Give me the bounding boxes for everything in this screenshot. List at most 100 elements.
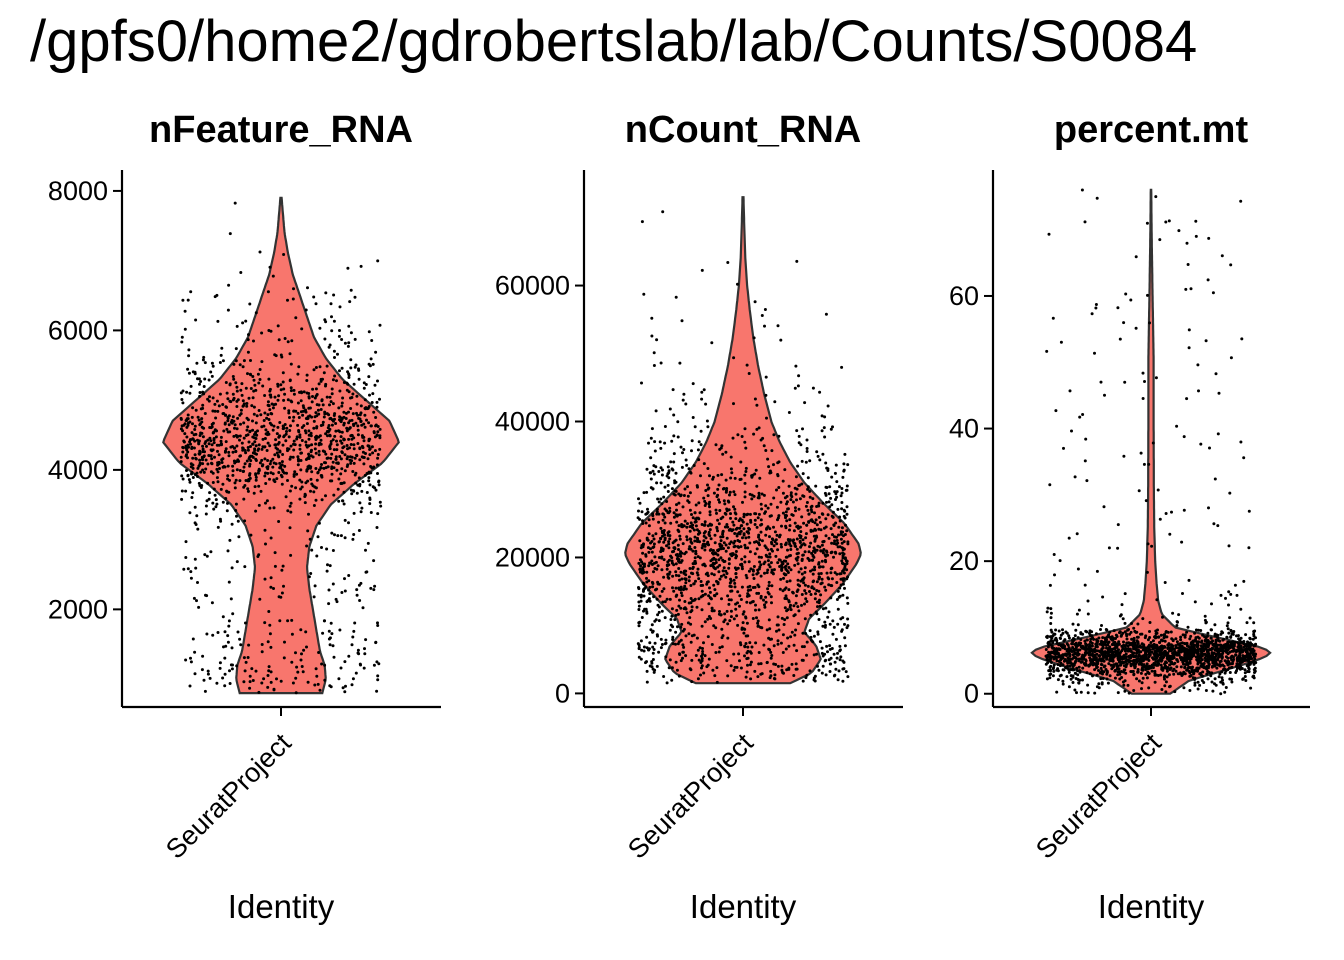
data-point bbox=[795, 547, 799, 551]
data-point bbox=[196, 438, 199, 442]
data-point bbox=[277, 520, 281, 523]
data-point bbox=[657, 540, 661, 544]
data-point bbox=[790, 662, 794, 666]
data-point bbox=[185, 469, 188, 472]
data-point bbox=[681, 643, 685, 647]
data-point bbox=[803, 543, 807, 547]
data-point bbox=[289, 424, 292, 428]
data-point bbox=[272, 506, 276, 510]
data-point bbox=[1189, 674, 1193, 677]
data-point bbox=[1172, 672, 1176, 676]
data-point bbox=[197, 418, 201, 422]
data-point bbox=[835, 495, 839, 499]
data-point bbox=[1101, 658, 1105, 662]
data-point bbox=[296, 423, 300, 427]
data-point bbox=[800, 603, 803, 607]
data-point bbox=[360, 506, 364, 510]
data-point bbox=[324, 432, 328, 436]
data-point bbox=[704, 489, 708, 492]
data-point bbox=[275, 677, 278, 681]
data-point bbox=[290, 618, 294, 622]
data-point bbox=[823, 415, 827, 419]
data-point bbox=[768, 535, 771, 539]
data-point bbox=[218, 467, 221, 470]
data-point bbox=[760, 507, 764, 511]
data-point bbox=[639, 657, 643, 661]
data-point bbox=[193, 428, 197, 431]
data-point bbox=[841, 561, 844, 565]
data-point bbox=[1217, 675, 1221, 679]
data-point bbox=[732, 505, 735, 509]
data-point bbox=[310, 482, 314, 486]
data-point bbox=[375, 689, 379, 693]
data-point bbox=[838, 519, 842, 523]
data-point bbox=[688, 545, 692, 549]
data-point bbox=[323, 410, 327, 414]
data-point bbox=[333, 533, 336, 537]
data-point bbox=[253, 440, 257, 444]
data-point bbox=[761, 436, 765, 440]
data-point bbox=[1076, 673, 1080, 677]
data-point bbox=[285, 430, 288, 433]
data-point bbox=[661, 518, 665, 522]
data-point bbox=[331, 460, 335, 464]
data-point bbox=[822, 426, 826, 430]
data-point bbox=[708, 590, 712, 594]
data-point bbox=[699, 580, 703, 583]
data-point bbox=[649, 477, 653, 481]
data-point bbox=[817, 504, 821, 508]
data-point bbox=[666, 483, 670, 487]
data-point bbox=[257, 484, 261, 488]
data-point bbox=[213, 455, 216, 459]
data-point bbox=[307, 457, 311, 460]
data-point bbox=[716, 487, 720, 491]
data-point bbox=[316, 471, 320, 475]
data-point bbox=[804, 504, 808, 508]
data-point bbox=[324, 494, 327, 498]
data-point bbox=[274, 443, 278, 447]
data-point bbox=[660, 502, 664, 506]
data-point bbox=[663, 616, 667, 620]
data-point bbox=[335, 448, 339, 452]
data-point bbox=[355, 454, 359, 458]
data-point bbox=[181, 450, 185, 454]
data-point bbox=[287, 409, 291, 413]
data-point bbox=[671, 586, 674, 590]
data-point bbox=[667, 540, 671, 544]
data-point bbox=[812, 546, 816, 550]
data-point bbox=[679, 494, 683, 498]
data-point bbox=[700, 546, 704, 550]
data-point bbox=[717, 522, 721, 526]
data-point bbox=[700, 397, 704, 401]
data-point bbox=[1216, 432, 1220, 436]
data-point bbox=[298, 443, 302, 447]
data-point bbox=[647, 550, 651, 554]
data-point bbox=[1175, 665, 1179, 669]
data-point bbox=[181, 446, 185, 450]
data-point bbox=[201, 468, 205, 472]
data-point bbox=[201, 444, 205, 448]
data-point bbox=[1123, 592, 1127, 596]
data-point bbox=[651, 658, 655, 661]
data-point bbox=[179, 455, 183, 459]
data-point bbox=[347, 376, 351, 379]
data-point bbox=[307, 575, 311, 579]
data-point bbox=[1214, 654, 1218, 658]
data-point bbox=[187, 478, 191, 482]
data-point bbox=[325, 456, 329, 460]
data-point bbox=[753, 540, 756, 544]
data-point bbox=[680, 622, 684, 626]
data-point bbox=[314, 442, 318, 446]
data-point bbox=[711, 549, 715, 552]
data-point bbox=[1084, 642, 1088, 646]
data-point bbox=[832, 542, 836, 545]
data-point bbox=[737, 519, 741, 523]
data-point bbox=[1123, 647, 1127, 651]
data-point bbox=[1191, 649, 1195, 653]
data-point bbox=[1228, 646, 1232, 650]
data-point bbox=[301, 404, 305, 408]
data-point bbox=[369, 511, 373, 514]
data-point bbox=[656, 603, 660, 607]
data-point bbox=[799, 567, 803, 571]
data-point bbox=[672, 460, 676, 464]
